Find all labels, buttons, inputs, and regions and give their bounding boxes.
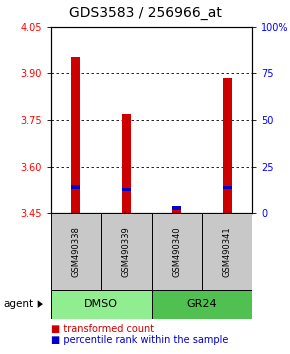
Text: ■ transformed count: ■ transformed count xyxy=(51,324,154,334)
Text: GSM490340: GSM490340 xyxy=(172,226,181,277)
Bar xyxy=(71,185,81,189)
Bar xyxy=(101,213,151,290)
Text: DMSO: DMSO xyxy=(84,299,118,309)
Bar xyxy=(172,206,181,210)
Bar xyxy=(222,186,232,189)
Bar xyxy=(51,290,151,319)
Bar xyxy=(122,114,131,213)
Text: GDS3583 / 256966_at: GDS3583 / 256966_at xyxy=(68,6,222,20)
Text: GR24: GR24 xyxy=(186,299,217,309)
Bar xyxy=(151,213,202,290)
Polygon shape xyxy=(38,300,43,308)
Text: ■ percentile rank within the sample: ■ percentile rank within the sample xyxy=(51,335,228,345)
Bar xyxy=(151,290,252,319)
Text: agent: agent xyxy=(3,299,33,309)
Bar xyxy=(202,213,252,290)
Bar xyxy=(51,213,101,290)
Bar xyxy=(122,188,131,192)
Text: GSM490341: GSM490341 xyxy=(223,226,232,277)
Text: GSM490339: GSM490339 xyxy=(122,226,131,277)
Bar xyxy=(222,78,232,213)
Text: GSM490338: GSM490338 xyxy=(71,226,80,277)
Bar xyxy=(71,57,81,213)
Bar xyxy=(172,207,181,213)
